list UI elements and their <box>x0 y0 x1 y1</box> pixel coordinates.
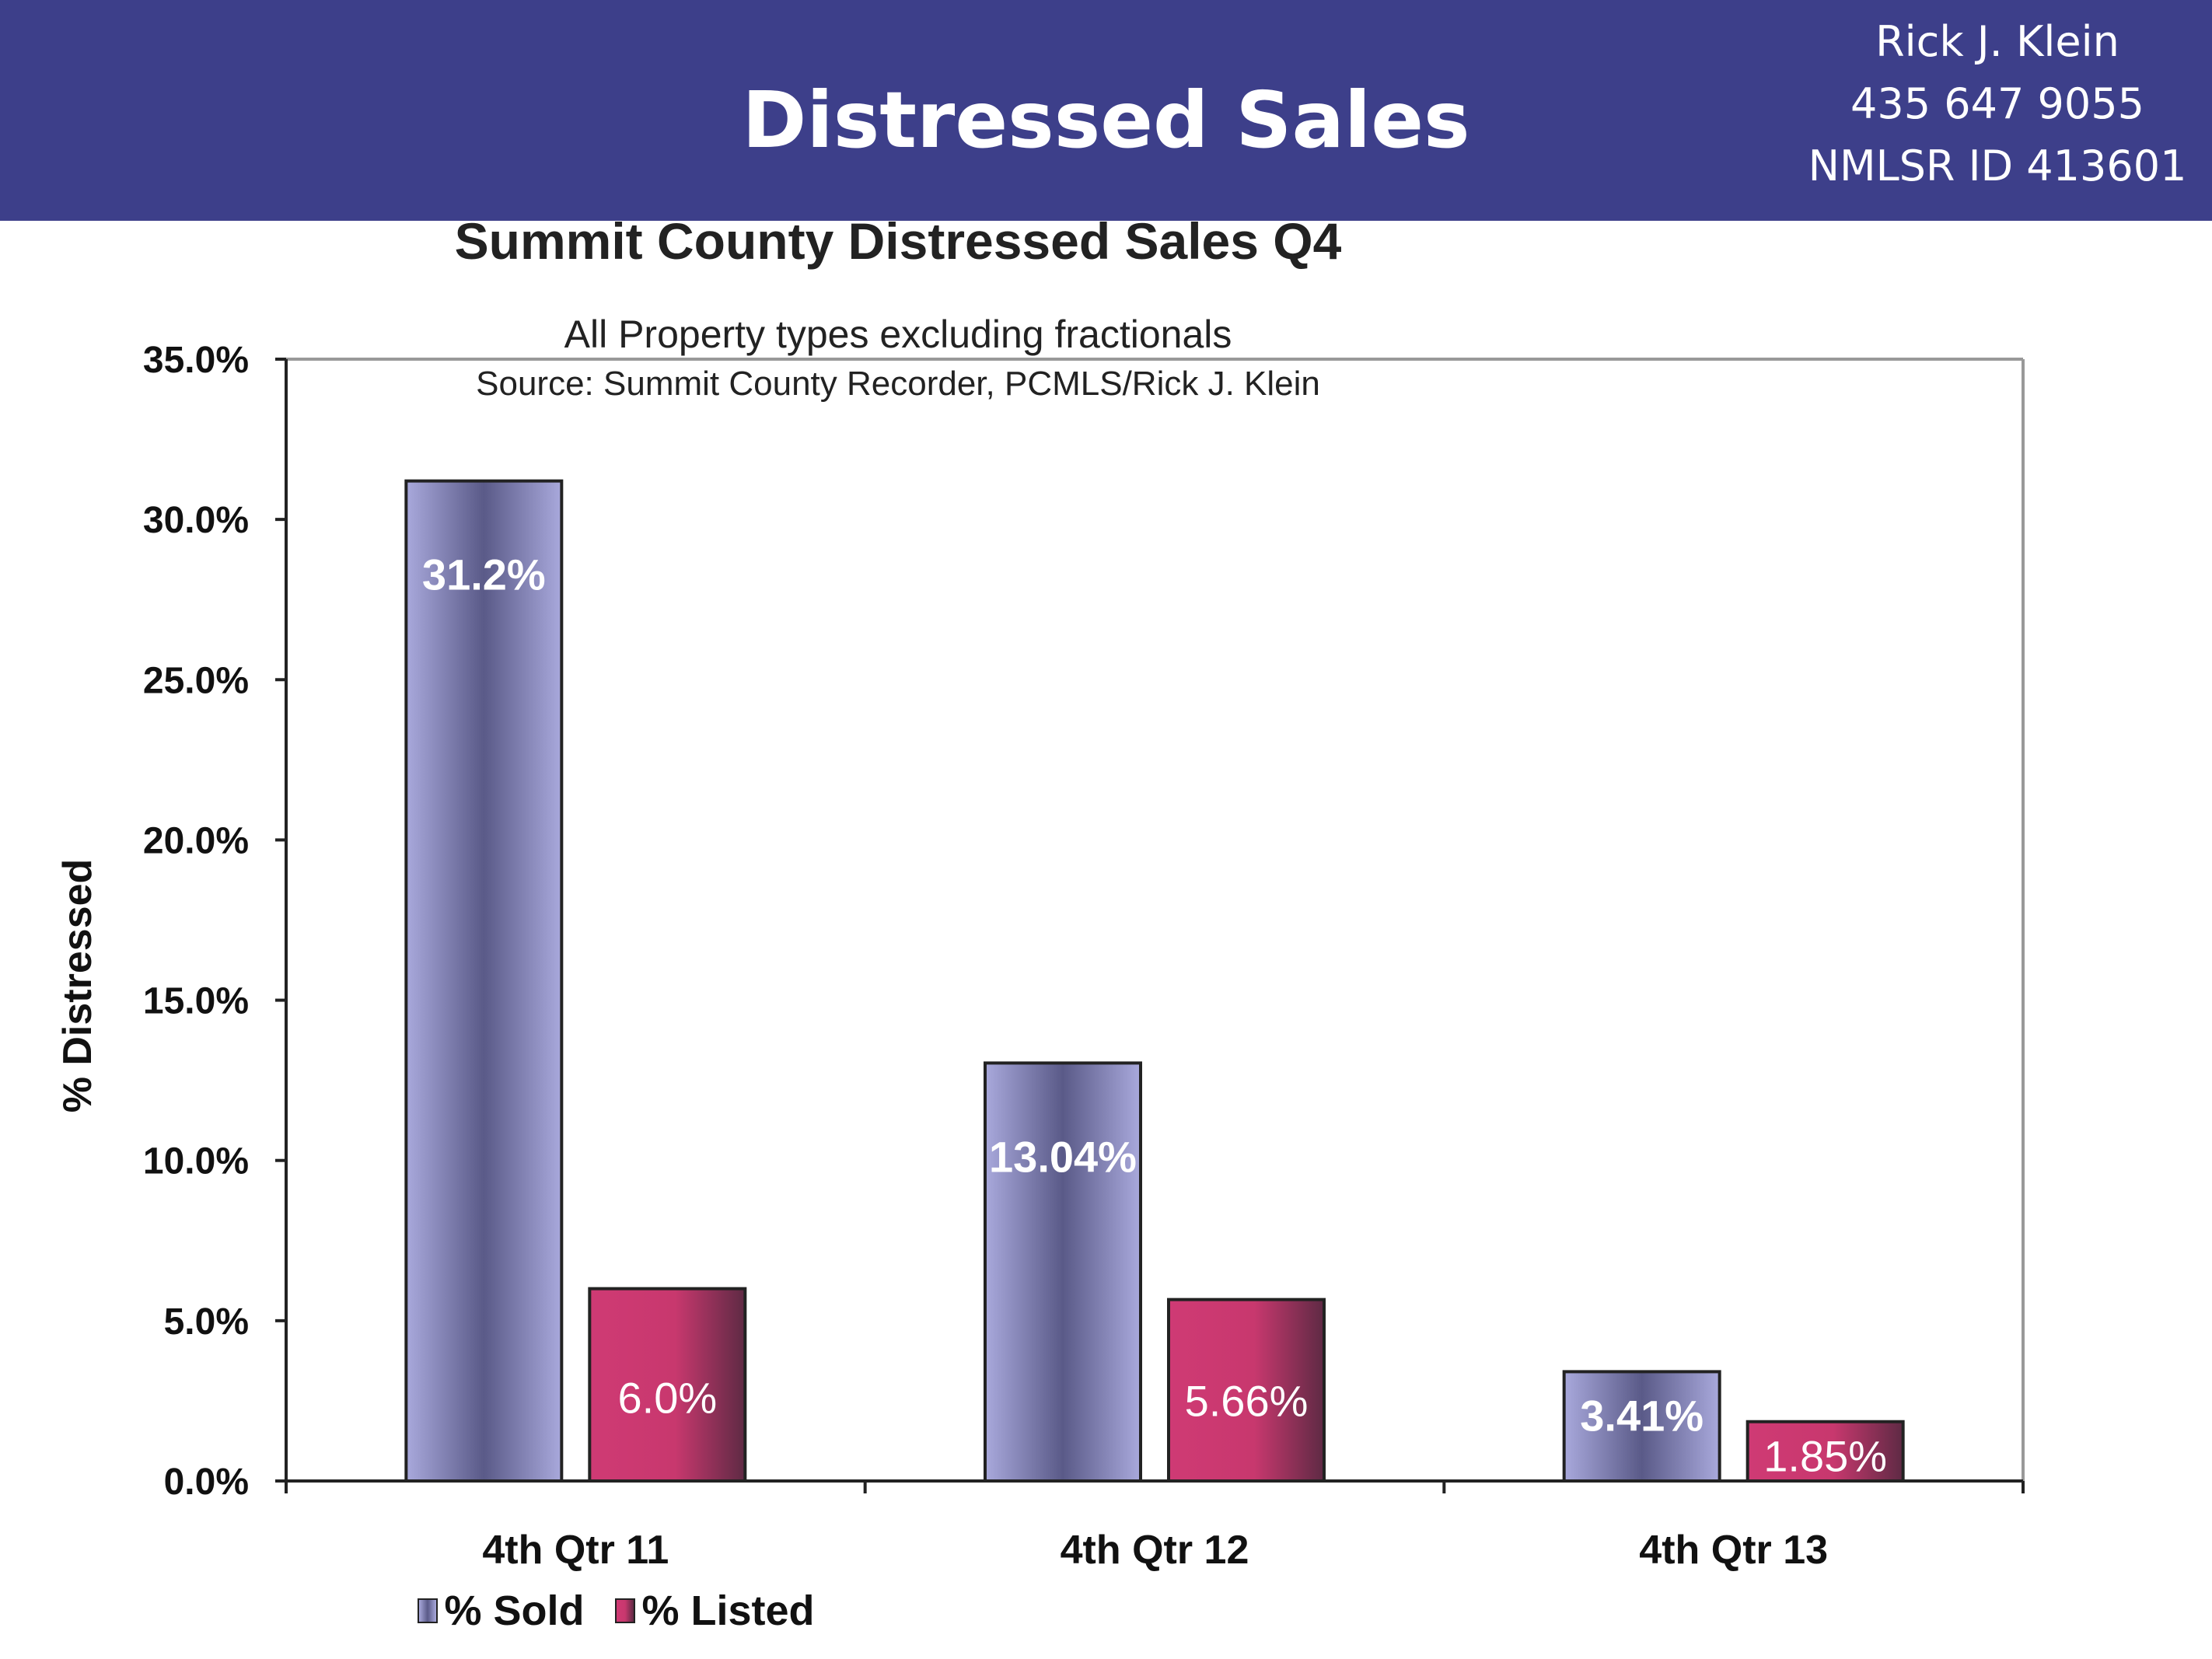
x-category-label: 4th Qtr 11 <box>482 1528 669 1573</box>
header-banner: Distressed Sales Rick J. Klein 435 647 9… <box>0 0 2212 221</box>
data-label-listed: 6.0% <box>618 1374 718 1423</box>
bar-sold <box>1562 1370 1721 1483</box>
bar-sold <box>984 1061 1142 1483</box>
y-tick-label: 20.0% <box>143 820 249 861</box>
data-label-sold: 31.2% <box>422 550 546 599</box>
bar-listed <box>1167 1298 1326 1483</box>
contact-block: Rick J. Klein 435 647 9055 NMLSR ID 4136… <box>1795 11 2200 197</box>
data-label-sold: 3.41% <box>1580 1391 1704 1440</box>
bar-listed <box>1745 1420 1905 1483</box>
y-tick-label: 10.0% <box>143 1141 249 1182</box>
contact-id: NMLSR ID 413601 <box>1808 141 2187 190</box>
x-category-label: 4th Qtr 12 <box>1061 1528 1249 1573</box>
contact-phone: 435 647 9055 <box>1850 79 2144 128</box>
y-tick-label: 25.0% <box>143 660 249 701</box>
y-tick-label: 15.0% <box>143 981 249 1022</box>
y-tick-label: 30.0% <box>143 500 249 541</box>
chart-subtitle: All Property types excluding fractionals <box>564 313 1232 356</box>
bar-sold <box>404 479 564 1483</box>
bar-listed <box>588 1287 747 1483</box>
data-label-listed: 5.66% <box>1185 1377 1309 1426</box>
legend-label-sold: % Sold <box>444 1587 585 1634</box>
data-label-listed: 1.85% <box>1763 1432 1887 1481</box>
legend-item-sold: % Sold <box>418 1586 584 1636</box>
chart-source: Source: Summit County Recorder, PCMLS/Ri… <box>476 365 1320 403</box>
y-tick-label: 0.0% <box>164 1462 249 1503</box>
legend-item-listed: % Listed <box>615 1586 815 1636</box>
legend: % Sold % Listed <box>0 1586 2212 1636</box>
data-label-sold: 13.04% <box>989 1132 1137 1181</box>
chart-title: Summit County Distressed Sales Q4 <box>454 212 1342 270</box>
y-tick-label: 5.0% <box>164 1301 249 1343</box>
contact-name: Rick J. Klein <box>1875 17 2119 66</box>
x-category-label: 4th Qtr 13 <box>1639 1528 1828 1573</box>
page-title: Distressed Sales <box>742 75 1470 166</box>
legend-swatch-listed <box>615 1598 636 1623</box>
y-tick-label: 35.0% <box>143 340 249 381</box>
legend-label-listed: % Listed <box>641 1587 815 1634</box>
legend-swatch-sold <box>418 1598 439 1623</box>
